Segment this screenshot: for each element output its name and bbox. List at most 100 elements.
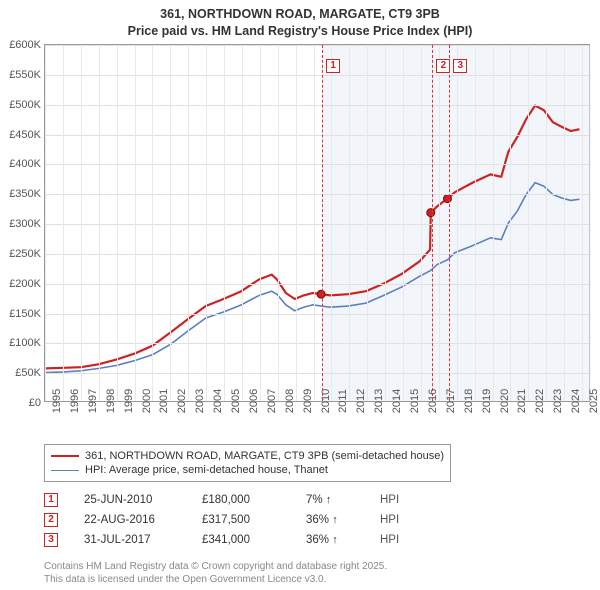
sale-price: £317,500 — [202, 514, 280, 526]
title-line-2: Price paid vs. HM Land Registry's House … — [0, 23, 600, 40]
h-gridline — [45, 45, 589, 46]
x-tick-label: 1998 — [99, 389, 117, 413]
v-gridline — [439, 45, 440, 401]
y-tick-label: £150K — [9, 308, 45, 320]
y-tick-label: £100K — [9, 337, 45, 349]
h-gridline — [45, 254, 589, 255]
v-gridline — [385, 45, 386, 401]
y-tick-label: £250K — [9, 248, 45, 260]
v-gridline — [81, 45, 82, 401]
v-gridline — [582, 45, 583, 401]
plot-area: £0£50K£100K£150K£200K£250K£300K£350K£400… — [44, 44, 590, 402]
x-tick-label: 2006 — [242, 389, 260, 413]
v-gridline — [170, 45, 171, 401]
v-gridline — [206, 45, 207, 401]
sale-change: 36% ↑ — [306, 514, 354, 526]
y-tick-label: £550K — [9, 69, 45, 81]
sale-price: £341,000 — [202, 534, 280, 546]
x-tick-label: 2020 — [493, 389, 511, 413]
y-tick-label: £50K — [15, 367, 45, 379]
y-tick-label: £600K — [9, 39, 45, 51]
title-line-1: 361, NORTHDOWN ROAD, MARGATE, CT9 3PB — [0, 6, 600, 23]
v-gridline — [421, 45, 422, 401]
x-tick-label: 2013 — [367, 389, 385, 413]
x-tick-label: 2001 — [152, 389, 170, 413]
v-gridline — [457, 45, 458, 401]
chart-title: 361, NORTHDOWN ROAD, MARGATE, CT9 3PB Pr… — [0, 0, 600, 40]
sale-change: 36% ↑ — [306, 534, 354, 546]
sale-change: 7% ↑ — [306, 494, 354, 506]
x-tick-label: 2021 — [510, 389, 528, 413]
x-tick-label: 2009 — [296, 389, 314, 413]
v-gridline — [546, 45, 547, 401]
legend: 361, NORTHDOWN ROAD, MARGATE, CT9 3PB (s… — [44, 444, 451, 482]
v-gridline — [278, 45, 279, 401]
event-line — [449, 45, 450, 401]
v-gridline — [349, 45, 350, 401]
legend-label: 361, NORTHDOWN ROAD, MARGATE, CT9 3PB (s… — [85, 450, 444, 462]
sale-row-marker: 2 — [44, 513, 58, 527]
h-gridline — [45, 284, 589, 285]
y-tick-label: £200K — [9, 278, 45, 290]
v-gridline — [152, 45, 153, 401]
sale-hpi-label: HPI — [380, 534, 399, 546]
x-tick-label: 2011 — [331, 389, 349, 413]
event-line — [322, 45, 323, 401]
sale-marker-dot — [427, 209, 435, 217]
footer-line-1: Contains HM Land Registry data © Crown c… — [44, 560, 387, 573]
x-tick-label: 2023 — [546, 389, 564, 413]
legend-item: 361, NORTHDOWN ROAD, MARGATE, CT9 3PB (s… — [51, 449, 444, 463]
h-gridline — [45, 194, 589, 195]
attribution-footer: Contains HM Land Registry data © Crown c… — [44, 560, 387, 586]
x-tick-label: 2025 — [582, 389, 600, 413]
sale-hpi-label: HPI — [380, 514, 399, 526]
sale-date: 22-AUG-2016 — [84, 514, 176, 526]
v-gridline — [63, 45, 64, 401]
chart-svg — [45, 45, 589, 401]
x-tick-label: 2000 — [135, 389, 153, 413]
v-gridline — [528, 45, 529, 401]
x-tick-label: 2016 — [421, 389, 439, 413]
sale-marker-dot — [443, 195, 451, 203]
chart-container: 361, NORTHDOWN ROAD, MARGATE, CT9 3PB Pr… — [0, 0, 600, 590]
x-tick-label: 1999 — [117, 389, 135, 413]
event-marker-box: 1 — [326, 59, 340, 73]
legend-label: HPI: Average price, semi-detached house,… — [85, 464, 328, 476]
x-tick-label: 2003 — [188, 389, 206, 413]
sale-row: 2 22-AUG-2016 £317,500 36% ↑ HPI — [44, 510, 399, 530]
h-gridline — [45, 75, 589, 76]
v-gridline — [260, 45, 261, 401]
y-tick-label: £500K — [9, 99, 45, 111]
y-tick-label: £350K — [9, 188, 45, 200]
x-tick-label: 2007 — [260, 389, 278, 413]
sale-date: 31-JUL-2017 — [84, 534, 176, 546]
series-price_paid — [46, 106, 580, 369]
y-tick-label: £400K — [9, 158, 45, 170]
sale-row-marker: 1 — [44, 493, 58, 507]
v-gridline — [224, 45, 225, 401]
sale-date: 25-JUN-2010 — [84, 494, 176, 506]
v-gridline — [331, 45, 332, 401]
x-tick-label: 2005 — [224, 389, 242, 413]
v-gridline — [242, 45, 243, 401]
h-gridline — [45, 135, 589, 136]
x-tick-label: 2015 — [403, 389, 421, 413]
v-gridline — [510, 45, 511, 401]
sale-row-marker: 3 — [44, 533, 58, 547]
x-tick-label: 2019 — [475, 389, 493, 413]
h-gridline — [45, 314, 589, 315]
y-tick-label: £450K — [9, 129, 45, 141]
sale-hpi-label: HPI — [380, 494, 399, 506]
footer-line-2: This data is licensed under the Open Gov… — [44, 573, 387, 586]
x-tick-label: 2014 — [385, 389, 403, 413]
legend-item: HPI: Average price, semi-detached house,… — [51, 463, 444, 477]
x-tick-label: 2018 — [457, 389, 475, 413]
x-tick-label: 1995 — [45, 389, 63, 413]
x-tick-label: 1996 — [63, 389, 81, 413]
x-tick-label: 2022 — [528, 389, 546, 413]
legend-swatch — [51, 470, 79, 471]
h-gridline — [45, 164, 589, 165]
sale-row: 125-JUN-2010£180,0007% ↑HPI — [44, 490, 399, 510]
x-tick-label: 2008 — [278, 389, 296, 413]
legend-swatch — [51, 455, 79, 457]
